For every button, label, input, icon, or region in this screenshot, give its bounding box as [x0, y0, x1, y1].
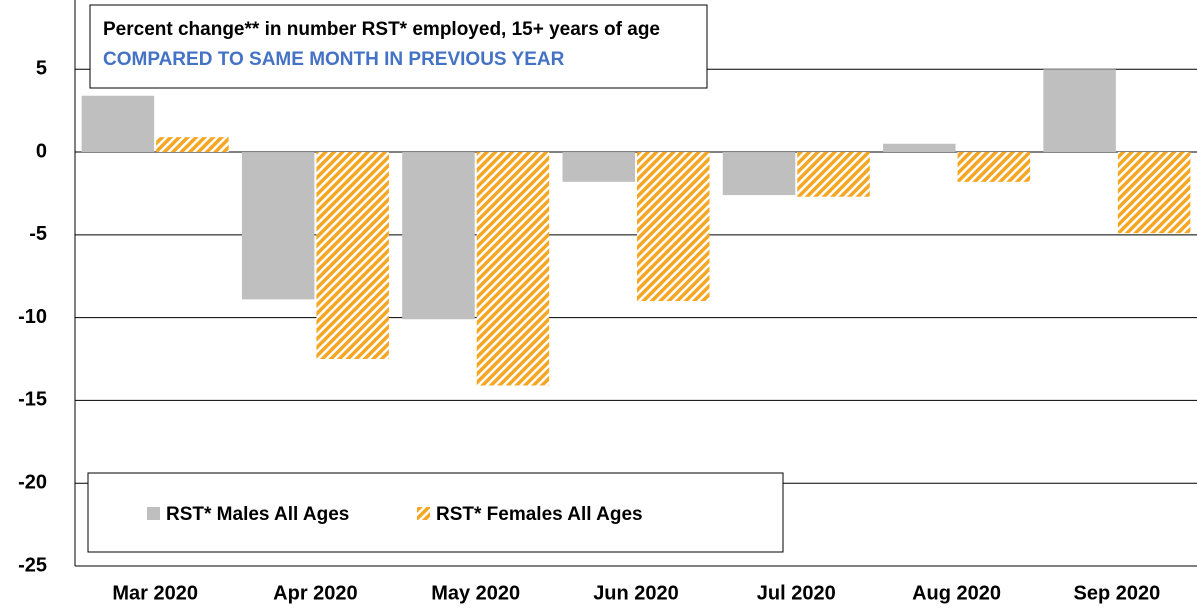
bar [241, 152, 315, 300]
y-tick-label: 0 [36, 140, 47, 162]
y-tick-label: -15 [18, 389, 47, 411]
bar [1117, 152, 1191, 234]
y-tick-label: -20 [18, 471, 47, 493]
y-tick-label: -10 [18, 306, 47, 328]
bar [637, 152, 710, 302]
x-tick-label: Jul 2020 [757, 582, 836, 604]
x-tick-label: Mar 2020 [112, 582, 198, 604]
legend-label: RST* Females All Ages [436, 504, 643, 525]
title-box [89, 4, 708, 89]
bar [562, 152, 635, 182]
bar [476, 152, 550, 386]
chart-subtitle: COMPARED TO SAME MONTH IN PREVIOUS YEAR [103, 49, 565, 70]
legend-swatch [417, 507, 430, 520]
plot-area: -25 -20 -15 -10 -5 0 5 Mar 2020 Apr 2020 May 2020… [18, 0, 1197, 604]
y-tick-label: 5 [36, 58, 47, 80]
bar [402, 152, 475, 320]
legend-swatch [147, 507, 160, 520]
x-tick-label: Aug 2020 [912, 582, 1001, 604]
bar [883, 143, 956, 153]
chart-title: Percent change** in number RST* employed… [103, 19, 660, 40]
x-tick-label: May 2020 [431, 582, 520, 604]
bar [722, 152, 796, 196]
bar [957, 152, 1031, 182]
legend-box [87, 472, 784, 553]
bar [81, 95, 155, 153]
y-tick-label: -25 [18, 554, 47, 576]
legend-label: RST* Males All Ages [166, 504, 349, 525]
bar [797, 152, 870, 197]
bar [1043, 69, 1116, 153]
bar [156, 137, 229, 153]
x-tick-label: Jun 2020 [593, 582, 679, 604]
x-tick-label: Apr 2020 [273, 582, 358, 604]
legend: RST* Males All Ages RST* Females All Ages [147, 504, 643, 525]
x-tick-label: Sep 2020 [1073, 582, 1160, 604]
bar [316, 152, 389, 360]
y-tick-label: -5 [29, 223, 47, 245]
